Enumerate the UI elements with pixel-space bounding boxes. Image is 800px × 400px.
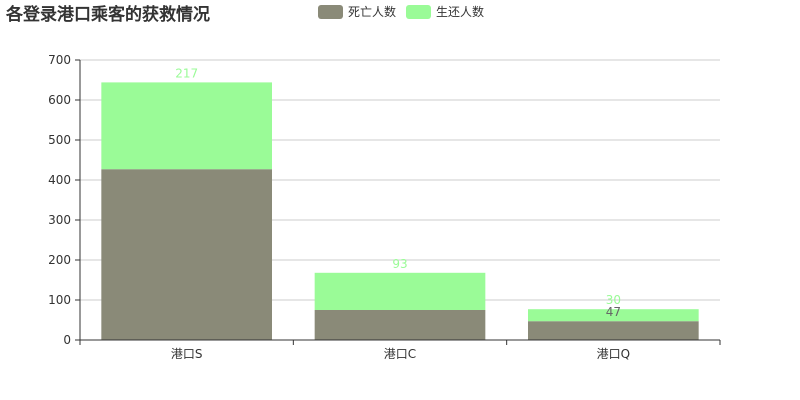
y-tick-label: 400 [48,173,71,187]
data-label-1-2: 30 [606,293,621,307]
legend-label-1[interactable]: 生还人数 [436,4,484,19]
legend-swatch-1[interactable] [406,5,431,19]
bar-1-1[interactable] [314,272,486,310]
bar-0-2[interactable] [528,321,699,340]
x-tick-label: 港口C [384,347,416,361]
chart-title: 各登录港口乘客的获救情况 [5,4,210,25]
y-tick-label: 300 [48,213,71,227]
y-tick-label: 500 [48,133,71,147]
y-axis: 0 100 200 300 400 500 600 700 [48,53,81,347]
legend-swatch-0[interactable] [318,5,343,19]
y-tick-label: 0 [63,333,71,347]
bar-0-1[interactable] [314,310,486,340]
bars [101,82,699,340]
y-tick-label: 200 [48,253,71,267]
y-tick-label: 100 [48,293,71,307]
x-axis: 港口S 港口C 港口Q [79,339,721,361]
data-label-1-1: 93 [392,257,407,271]
data-label-0-2: 47 [606,305,621,319]
x-tick-label: 港口S [171,347,203,361]
legend[interactable]: 死亡人数 生还人数 [318,4,484,19]
y-tick-label: 600 [48,93,71,107]
legend-label-0[interactable]: 死亡人数 [348,4,396,19]
y-tick-label: 700 [48,53,71,67]
data-label-1-0: 217 [175,66,198,80]
bar-1-0[interactable] [101,82,272,170]
x-tick-label: 港口Q [597,347,630,361]
bar-0-0[interactable] [101,169,272,340]
bar-1-2[interactable] [528,309,699,322]
